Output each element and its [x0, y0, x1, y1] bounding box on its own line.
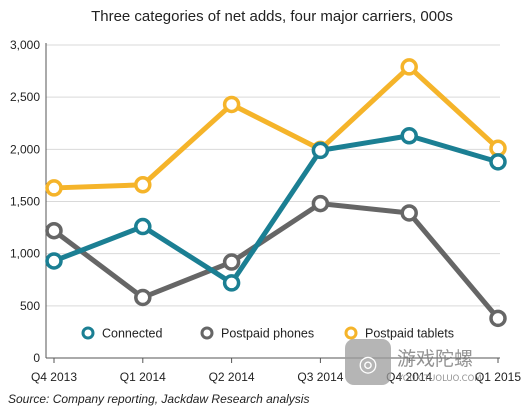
legend-label: Postpaid phones: [221, 327, 314, 341]
series-lines: [45, 58, 507, 328]
series-postpaid-phones: [45, 194, 507, 328]
legend-item-postpaid-tablets: Postpaid tablets: [344, 326, 454, 341]
watermark-text-en: YOUXITUOLUO.COM: [397, 374, 482, 384]
x-tick-label: Q4 2014: [386, 370, 432, 384]
data-point-connected: [400, 127, 418, 145]
data-point-postpaid-phones: [45, 221, 63, 240]
x-tick-label: Q4 2013: [31, 370, 77, 384]
data-point-postpaid-phones: [134, 288, 152, 307]
legend-marker-icon: [81, 326, 95, 340]
data-point-postpaid-tablets: [222, 95, 241, 114]
data-point-postpaid-phones: [400, 204, 418, 222]
y-axis: 0 500 1,000 1,500 2,000 2,500 3,000: [10, 38, 47, 365]
y-tick-label: 0: [33, 351, 40, 365]
series-line-connected: [51, 133, 501, 286]
x-tick-label: Q2 2014: [209, 370, 255, 384]
source-note: Source: Company reporting, Jackdaw Resea…: [8, 392, 309, 406]
y-tick-label: 2,500: [10, 90, 40, 104]
gridlines: [46, 44, 500, 307]
data-point-postpaid-phones: [222, 253, 241, 271]
data-point-connected: [134, 217, 152, 236]
y-tick-label: 1,000: [10, 247, 40, 261]
y-tick-label: 500: [20, 299, 40, 313]
legend-label: Postpaid tablets: [365, 327, 454, 341]
data-point-connected: [222, 274, 241, 292]
legend-marker-icon: [344, 326, 358, 340]
watermark: ◎ 游戏陀螺 YOUXITUOLUO.COM: [345, 339, 482, 385]
legend-item-connected: Connected: [81, 326, 163, 341]
data-point-postpaid-tablets: [134, 176, 152, 194]
legend-item-postpaid-phones: Postpaid phones: [200, 326, 314, 341]
legend-label: Connected: [102, 327, 163, 341]
data-point-postpaid-tablets: [45, 179, 63, 197]
watermark-logo-icon: [345, 339, 391, 385]
series-line-postpaid-phones: [51, 201, 501, 321]
y-tick-label: 1,500: [10, 195, 40, 209]
x-tick-label: Q1 2015: [475, 370, 521, 384]
x-tick-label: Q1 2014: [120, 370, 166, 384]
watermark-text-cn: 游戏陀螺: [397, 348, 473, 370]
x-tick-label: Q3 2014: [297, 370, 343, 384]
y-tick-label: 2,000: [10, 142, 40, 156]
y-tick-label: 3,000: [10, 38, 40, 52]
chart-title: Three categories of net adds, four major…: [91, 8, 453, 25]
data-point-postpaid-phones: [489, 309, 507, 328]
legend: Connected Postpaid phones Postpaid tablets: [81, 326, 454, 341]
data-point-postpaid-tablets: [400, 58, 418, 76]
series-connected: [45, 127, 507, 292]
x-axis: Q4 2013 Q1 2014 Q2 2014 Q3 2014 Q4 2014 Q1 20…: [31, 357, 521, 384]
watermark-logo-glyph: ◎: [358, 352, 377, 377]
series-line-postpaid-tablets: [51, 64, 501, 191]
data-point-postpaid-phones: [311, 194, 330, 213]
legend-marker-icon: [200, 326, 214, 340]
data-point-connected: [45, 252, 63, 270]
data-point-connected: [489, 153, 507, 171]
series-postpaid-tablets: [45, 58, 507, 197]
data-point-connected: [311, 141, 330, 160]
